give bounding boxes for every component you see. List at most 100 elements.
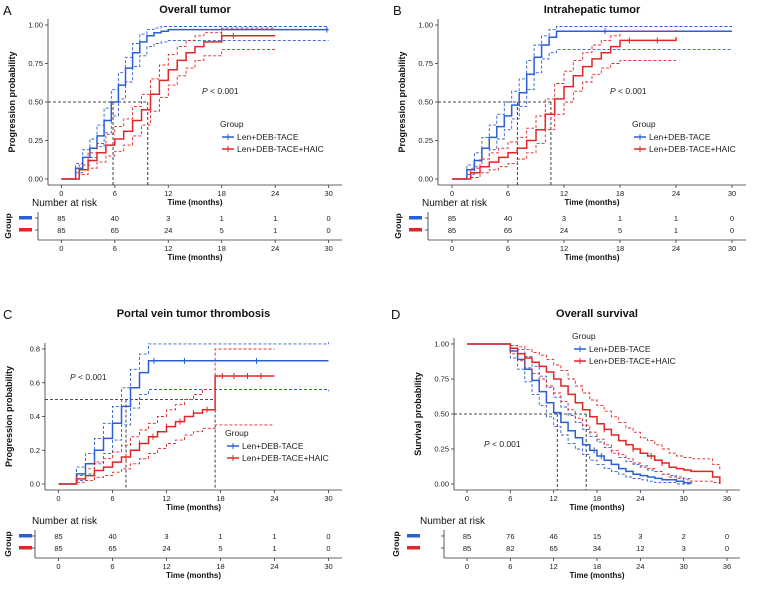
ci-upper-line: [61, 26, 329, 180]
x-tick-label: 18: [218, 189, 226, 198]
y-tick-label: 0.50: [418, 98, 433, 107]
risk-row-color-blue: [409, 216, 422, 220]
risk-x-tick-label: 12: [162, 562, 170, 571]
risk-count: 1: [218, 532, 222, 541]
risk-count: 85: [448, 214, 456, 223]
km-curve-blue: [467, 343, 692, 484]
risk-x-tick-label: 6: [506, 244, 510, 253]
x-tick-label: 36: [723, 494, 731, 503]
y-tick-label: 0.00: [434, 480, 449, 489]
risk-count: 85: [54, 532, 62, 541]
risk-row-color-red: [19, 546, 32, 550]
legend-title: Group: [632, 119, 656, 129]
risk-row-color-blue: [407, 534, 420, 538]
x-tick-label: 18: [593, 494, 601, 503]
y-tick-label: 0.0: [30, 480, 40, 489]
risk-count: 0: [725, 532, 729, 541]
x-tick-label: 24: [636, 494, 644, 503]
y-tick-label: 0.6: [30, 378, 40, 387]
y-tick-label: 0.50: [434, 410, 449, 419]
x-tick-label: 0: [56, 494, 60, 503]
y-tick-label: 0.75: [434, 375, 449, 384]
x-tick-label: 30: [728, 189, 736, 198]
panel-d: D Overall survival 0.00 0.25 0.50 0.75 1.00 0 6 1…: [391, 307, 740, 580]
x-tick-label: 6: [110, 494, 114, 503]
risk-count: 3: [638, 532, 642, 541]
risk-count: 40: [111, 214, 119, 223]
risk-x-tick-label: 0: [56, 562, 60, 571]
y-tick-label: 0.4: [30, 412, 40, 421]
risk-count: 5: [220, 226, 224, 235]
risk-x-tick-label: 30: [324, 562, 332, 571]
y-tick-label: 1.00: [28, 21, 43, 30]
y-axis-label: Progression probability: [4, 366, 14, 467]
risk-table-group-label: Group: [3, 213, 13, 239]
risk-count: 24: [164, 226, 172, 235]
risk-count: 24: [162, 544, 170, 553]
risk-count: 65: [111, 226, 119, 235]
risk-count: 3: [682, 544, 686, 553]
x-tick-label: 18: [616, 189, 624, 198]
risk-table-title: Number at risk: [32, 516, 98, 527]
risk-count: 40: [504, 214, 512, 223]
p-value: P < 0.001: [484, 439, 521, 449]
legend-title: Group: [572, 331, 596, 341]
x-axis-label: Time (months): [565, 198, 620, 207]
risk-x-tick-label: 0: [450, 244, 454, 253]
risk-x-tick-label: 0: [465, 562, 469, 571]
ci-upper-line: [58, 348, 275, 485]
ci-upper-line: [452, 26, 732, 180]
risk-count: 1: [618, 214, 622, 223]
risk-x-axis-label: Time (months): [166, 571, 221, 580]
panel-label: B: [393, 3, 402, 18]
risk-x-tick-label: 6: [113, 244, 117, 253]
risk-x-axis-label: Time (months): [565, 253, 620, 262]
chart-title: Intrahepatic tumor: [544, 4, 641, 16]
legend-title: Group: [225, 428, 249, 438]
risk-x-tick-label: 12: [560, 244, 568, 253]
p-value: P < 0.001: [70, 372, 107, 382]
risk-row-color-red: [407, 546, 420, 550]
risk-count: 46: [549, 532, 557, 541]
x-tick-label: 24: [672, 189, 680, 198]
risk-x-tick-label: 12: [164, 244, 172, 253]
risk-count: 85: [57, 214, 65, 223]
risk-x-tick-label: 18: [216, 562, 224, 571]
risk-table-group-label: Group: [393, 213, 403, 239]
y-tick-label: 1.00: [418, 21, 433, 30]
risk-count: 1: [273, 226, 277, 235]
y-tick-label: 0.75: [418, 59, 433, 68]
panel-label: D: [391, 307, 400, 322]
y-tick-label: 1.00: [434, 340, 449, 349]
risk-x-tick-label: 24: [672, 244, 680, 253]
risk-count: 12: [636, 544, 644, 553]
risk-count: 82: [506, 544, 514, 553]
risk-count: 0: [327, 226, 331, 235]
risk-count: 1: [674, 226, 678, 235]
km-curve-blue: [452, 30, 732, 180]
x-tick-label: 0: [450, 189, 454, 198]
p-value-text: < 0.001: [490, 439, 521, 449]
legend-label: Len+DEB-TACE+HAIC: [649, 144, 736, 154]
x-tick-label: 12: [164, 189, 172, 198]
legend-label: Len+DEB-TACE+HAIC: [237, 144, 324, 154]
risk-count: 1: [220, 214, 224, 223]
legend-label: Len+DEB-TACE: [242, 441, 304, 451]
p-value-text: < 0.001: [76, 372, 107, 382]
risk-table-title: Number at risk: [420, 516, 486, 527]
risk-x-tick-label: 0: [59, 244, 63, 253]
chart-title: Overall tumor: [159, 4, 231, 16]
x-tick-label: 6: [113, 189, 117, 198]
risk-count: 5: [618, 226, 622, 235]
y-tick-label: 0.75: [28, 59, 43, 68]
risk-count: 5: [218, 544, 222, 553]
x-tick-label: 6: [508, 494, 512, 503]
risk-table-group-label: Group: [3, 531, 13, 557]
risk-count: 0: [327, 214, 331, 223]
risk-x-axis-label: Time (months): [570, 571, 625, 580]
risk-count: 0: [326, 544, 330, 553]
ci-lower-line: [452, 49, 732, 180]
risk-count: 1: [273, 214, 277, 223]
y-tick-label: 0.8: [30, 345, 40, 354]
